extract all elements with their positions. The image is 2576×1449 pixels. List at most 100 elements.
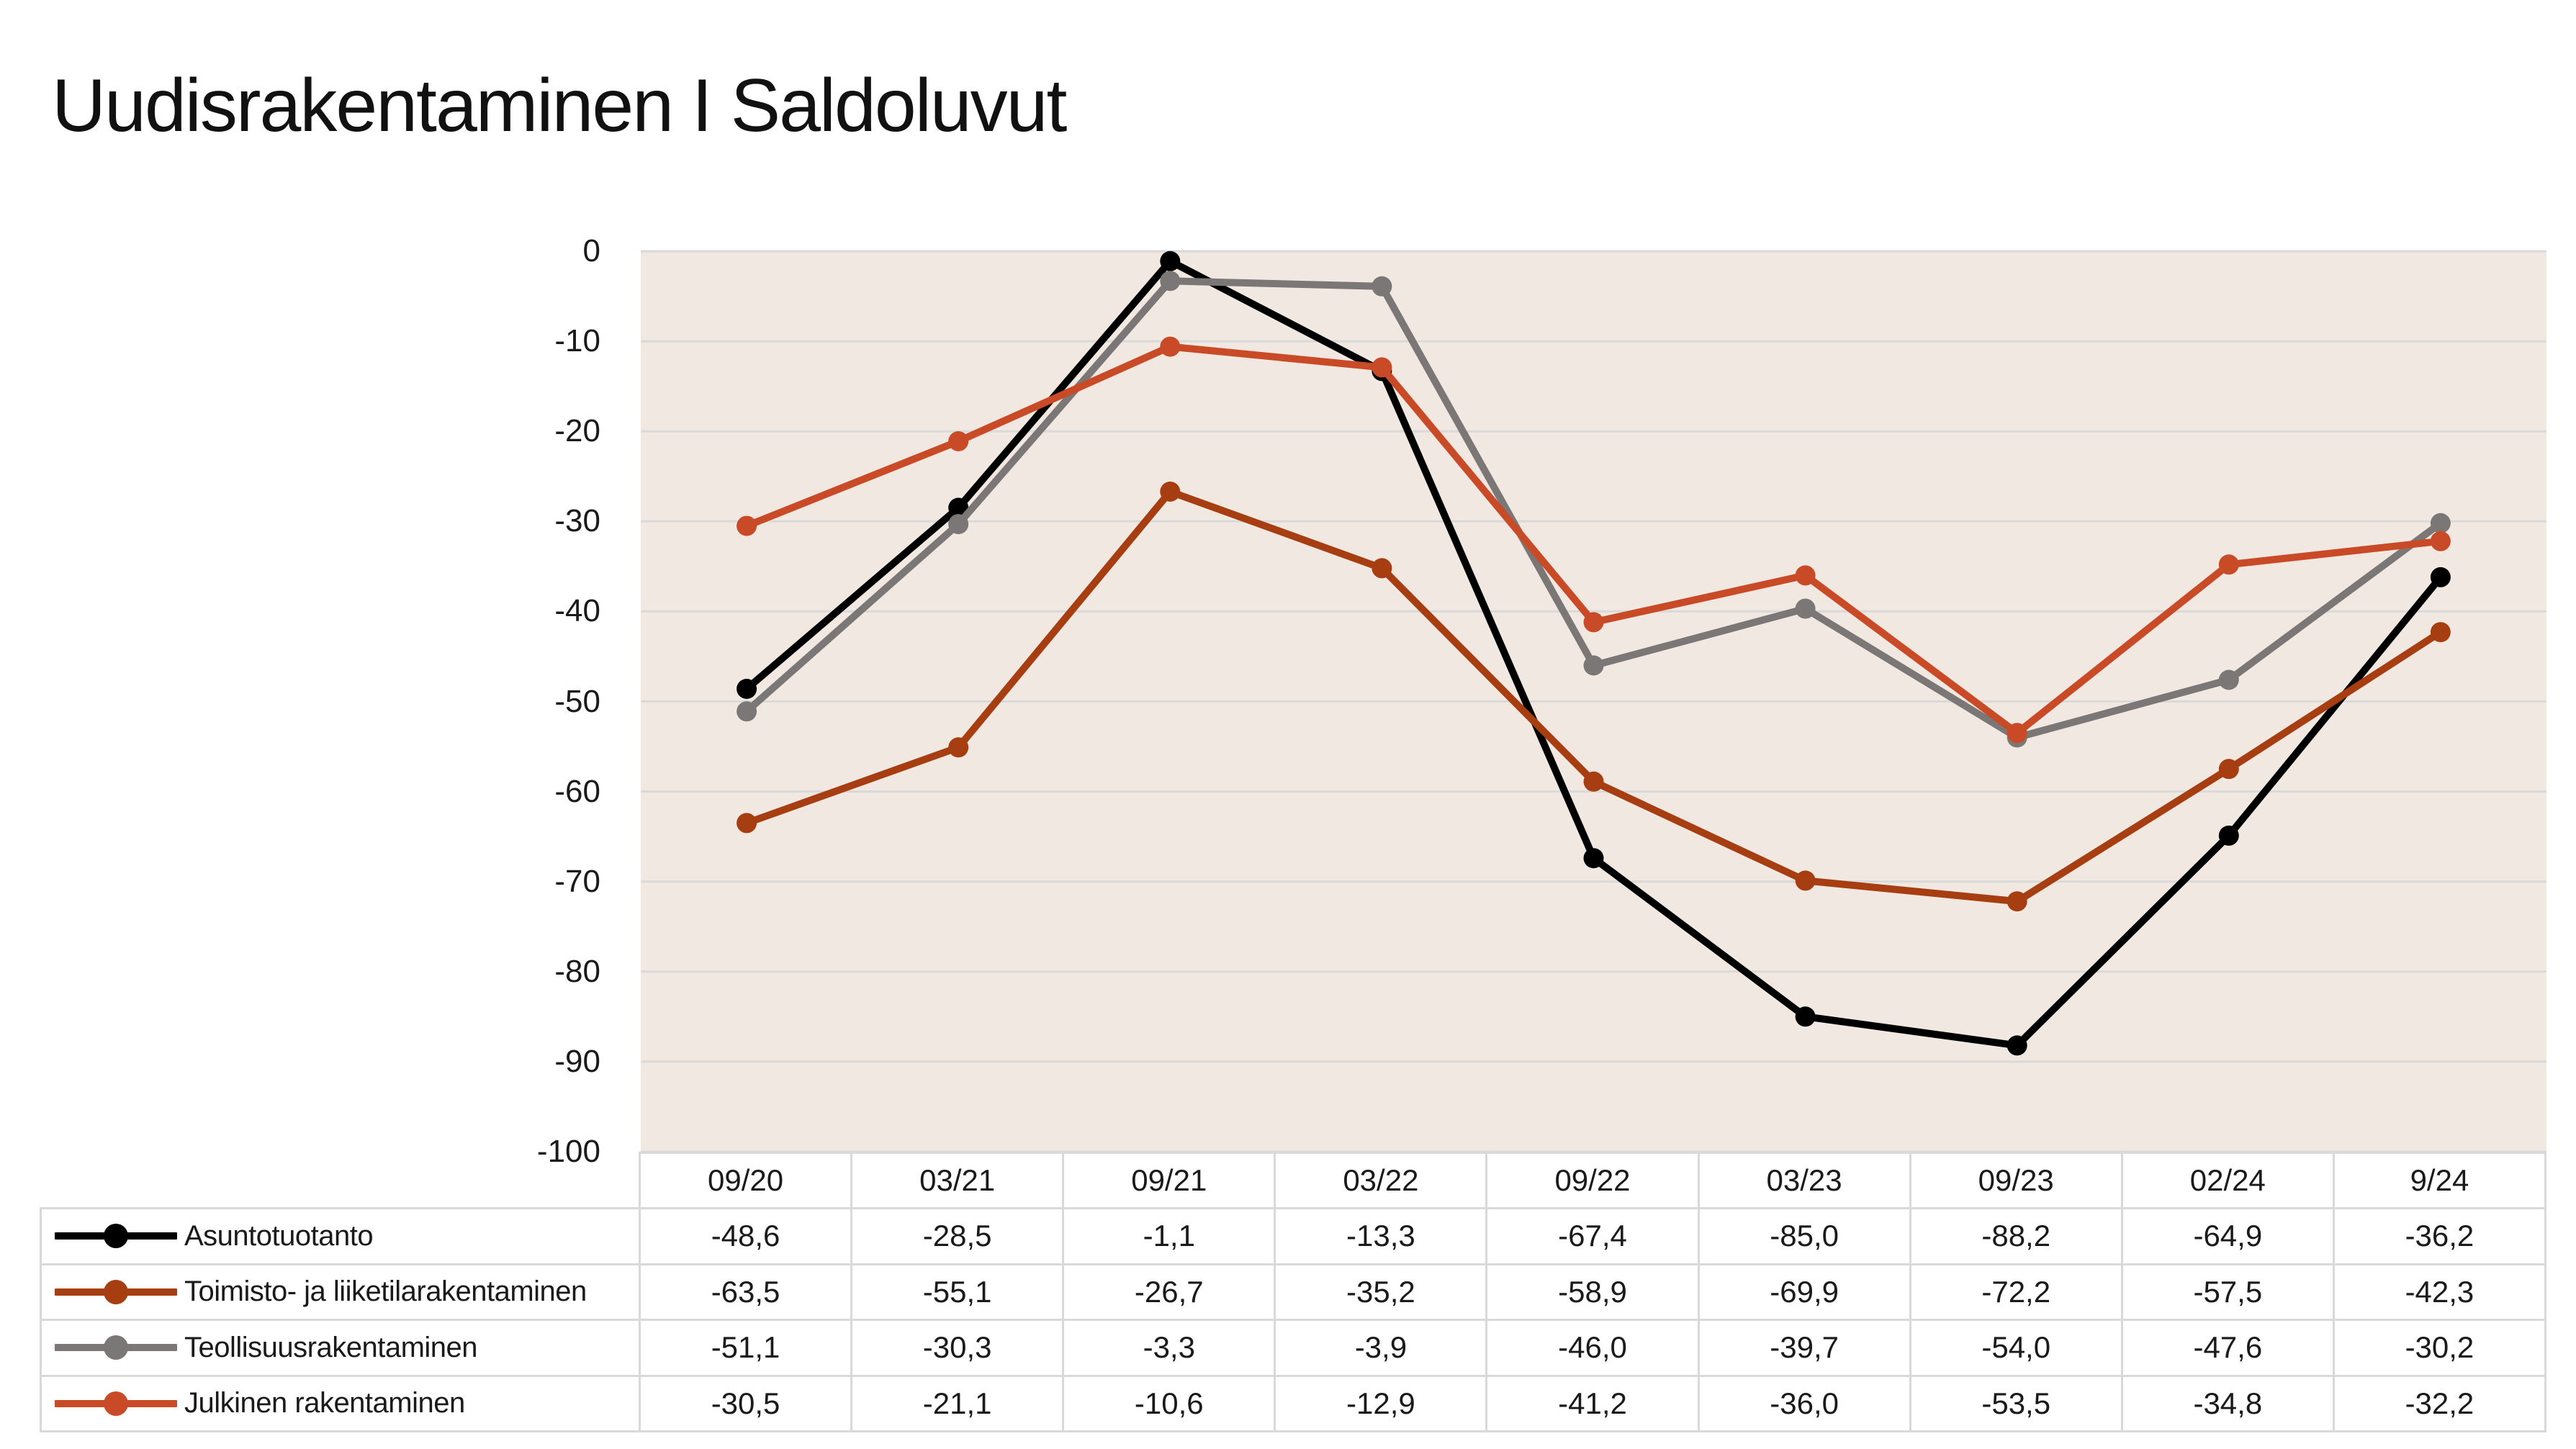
data-point-julkinen-rakentaminen [737, 515, 757, 536]
y-axis-labels: 0 -10 -20 -30 -40 -50 -60 -70 -80 -90 -100 [0, 233, 621, 1169]
data-point-toimisto-ja-liiketilarakentaminen [948, 737, 969, 758]
series-label: Toimisto- ja liiketilarakentaminen [184, 1276, 587, 1308]
column-header: 03/23 [1699, 1152, 1911, 1209]
column-header: 09/21 [1064, 1152, 1276, 1209]
data-point-teollisuusrakentaminen [2218, 669, 2239, 690]
column-header: 09/22 [1487, 1152, 1700, 1209]
data-point-asuntotuotanto [737, 679, 757, 699]
data-point-teollisuusrakentaminen [1795, 598, 1816, 619]
value-cell: -51,1 [641, 1321, 853, 1377]
data-point-julkinen-rakentaminen [948, 431, 969, 451]
data-point-toimisto-ja-liiketilarakentaminen [1160, 482, 1181, 502]
legend-marker-icon [55, 1224, 177, 1249]
value-cell: -35,2 [1276, 1265, 1488, 1321]
legend-dot [104, 1335, 128, 1360]
line-chart [641, 250, 2546, 1153]
y-tick-label: -40 [554, 593, 600, 629]
data-point-asuntotuotanto [1583, 848, 1604, 869]
series-label: Teollisuusrakentaminen [184, 1331, 478, 1363]
value-cell: -13,3 [1276, 1209, 1488, 1265]
series-label: Asuntotuotanto [184, 1219, 374, 1252]
value-cell: -88,2 [1911, 1209, 2123, 1265]
data-point-asuntotuotanto [2430, 566, 2451, 587]
data-point-asuntotuotanto [2218, 825, 2239, 846]
legend-dot [104, 1391, 128, 1416]
value-cell: -36,2 [2334, 1209, 2546, 1265]
series-julkinen-rakentaminen [737, 336, 2451, 744]
value-cell: -3,3 [1064, 1321, 1276, 1377]
value-cell: -55,1 [852, 1265, 1065, 1321]
value-cell: -30,5 [641, 1376, 853, 1432]
value-cell: -1,1 [1064, 1209, 1276, 1265]
data-point-toimisto-ja-liiketilarakentaminen [1795, 870, 1816, 891]
data-point-julkinen-rakentaminen [1583, 612, 1604, 633]
value-cell: -63,5 [641, 1265, 853, 1321]
column-header: 03/21 [852, 1152, 1065, 1209]
value-cell: -36,0 [1699, 1376, 1911, 1432]
value-cell: -58,9 [1487, 1265, 1700, 1321]
data-point-teollisuusrakentaminen [2430, 513, 2451, 533]
value-cell: -46,0 [1487, 1321, 1700, 1377]
data-point-toimisto-ja-liiketilarakentaminen [2430, 622, 2451, 643]
value-cell: -54,0 [1911, 1321, 2123, 1377]
data-point-julkinen-rakentaminen [2218, 554, 2239, 575]
value-cell: -21,1 [852, 1376, 1065, 1432]
value-cell: -3,9 [1276, 1321, 1488, 1377]
column-header: 09/20 [641, 1152, 853, 1209]
value-cell: -39,7 [1699, 1321, 1911, 1377]
legend-dot [104, 1279, 128, 1304]
value-cell: -30,3 [852, 1321, 1065, 1377]
data-point-julkinen-rakentaminen [2007, 723, 2027, 744]
value-cell: -30,2 [2334, 1321, 2546, 1377]
series-label: Julkinen rakentaminen [184, 1387, 465, 1419]
plot-area [641, 250, 2546, 1153]
legend-marker-icon [55, 1391, 177, 1416]
value-cell: -57,5 [2122, 1265, 2335, 1321]
y-tick-label: -70 [554, 863, 600, 899]
data-point-teollisuusrakentaminen [948, 514, 969, 535]
y-tick-label: -10 [554, 323, 600, 359]
data-table: 09/20 03/21 09/21 03/22 09/22 03/23 09/23 02/24… [40, 1152, 2546, 1432]
value-cell: -32,2 [2334, 1376, 2546, 1432]
value-cell: -41,2 [1487, 1376, 1700, 1432]
value-cell: -42,3 [2334, 1265, 2546, 1321]
legend-cell-toimisto-ja-liiketilarakentaminen: Toimisto- ja liiketilarakentaminen [40, 1265, 641, 1321]
column-header: 09/23 [1911, 1152, 2123, 1209]
column-header: 03/22 [1276, 1152, 1488, 1209]
data-point-julkinen-rakentaminen [1160, 336, 1181, 357]
legend-marker-icon [55, 1279, 177, 1304]
data-point-teollisuusrakentaminen [1583, 655, 1604, 676]
y-tick-label: -100 [536, 1134, 600, 1169]
data-point-teollisuusrakentaminen [1372, 276, 1392, 297]
value-cell: -34,8 [2122, 1376, 2335, 1432]
column-header: 9/24 [2334, 1152, 2546, 1209]
value-cell: -72,2 [1911, 1265, 2123, 1321]
data-point-asuntotuotanto [1160, 250, 1181, 271]
y-tick-label: -60 [554, 773, 600, 809]
legend-cell-asuntotuotanto: Asuntotuotanto [40, 1209, 641, 1265]
y-tick-label: -90 [554, 1043, 600, 1079]
page-title: Uudisrakentaminen I Saldoluvut [52, 64, 1067, 148]
y-tick-label: -20 [554, 413, 600, 449]
data-point-toimisto-ja-liiketilarakentaminen [737, 813, 757, 834]
value-cell: -85,0 [1699, 1209, 1911, 1265]
data-point-toimisto-ja-liiketilarakentaminen [1583, 771, 1604, 792]
value-cell: -26,7 [1064, 1265, 1276, 1321]
legend-dot [104, 1224, 128, 1249]
data-point-teollisuusrakentaminen [1160, 271, 1181, 292]
data-point-julkinen-rakentaminen [2430, 531, 2451, 551]
y-tick-label: -50 [554, 683, 600, 719]
legend-cell-teollisuusrakentaminen: Teollisuusrakentaminen [40, 1321, 641, 1377]
data-point-julkinen-rakentaminen [1372, 357, 1392, 378]
data-point-asuntotuotanto [1795, 1006, 1816, 1027]
series-toimisto-ja-liiketilarakentaminen [737, 482, 2451, 912]
value-cell: -67,4 [1487, 1209, 1700, 1265]
data-point-toimisto-ja-liiketilarakentaminen [1372, 558, 1392, 579]
value-cell: -10,6 [1064, 1376, 1276, 1432]
column-header: 02/24 [2122, 1152, 2335, 1209]
y-tick-label: 0 [582, 233, 600, 268]
y-tick-label: -30 [554, 503, 600, 539]
legend-marker-icon [55, 1335, 177, 1360]
value-cell: -28,5 [852, 1209, 1065, 1265]
value-cell: -64,9 [2122, 1209, 2335, 1265]
